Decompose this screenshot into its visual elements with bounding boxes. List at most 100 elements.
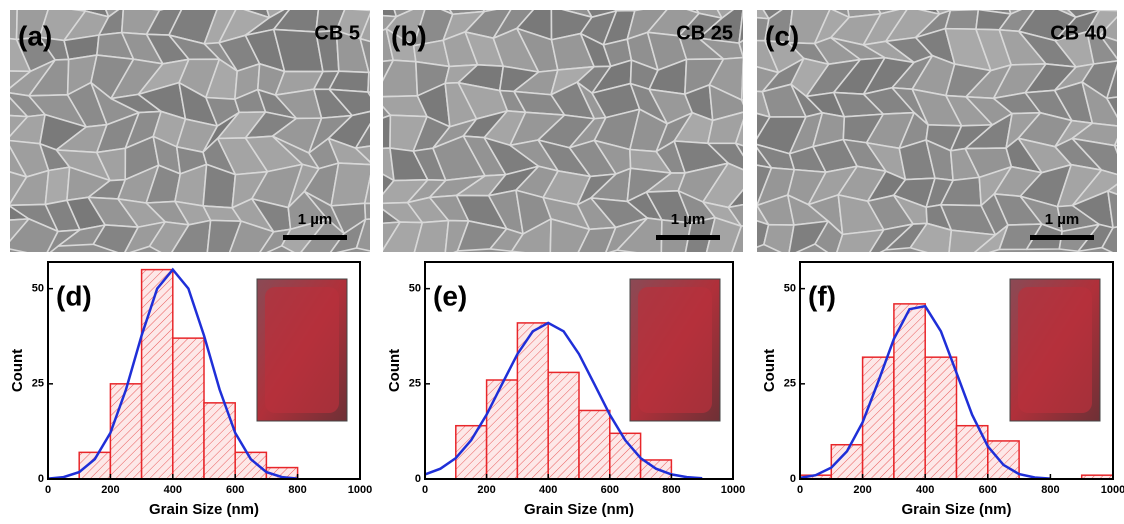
grain: [170, 0, 220, 4]
x-tick-label: 1000: [348, 484, 372, 496]
grain: [1101, 226, 1117, 252]
plot-frame: [424, 261, 734, 480]
sample-label: CB 25: [676, 22, 733, 44]
x-axis-label: Grain Size (nm): [524, 501, 634, 518]
grain: [1107, 190, 1117, 229]
grain: [733, 0, 779, 10]
x-tick-label: 200: [477, 484, 495, 496]
sample-label: CB 40: [1050, 22, 1107, 44]
grain: [949, 10, 980, 12]
grain: [734, 118, 743, 147]
fit-curve: [47, 267, 298, 480]
grain: [1086, 30, 1117, 65]
y-tick-label: 25: [32, 378, 44, 390]
grain: [614, 10, 636, 12]
bar: [578, 409, 611, 480]
grain: [352, 10, 370, 12]
grain: [738, 10, 743, 44]
x-tick-label: 0: [45, 484, 51, 496]
grain: [0, 0, 17, 7]
scale-bar-label: 1 µm: [1045, 211, 1080, 228]
scale-bar: [1030, 235, 1094, 240]
bar: [547, 371, 580, 480]
y-tick-label: 0: [38, 473, 44, 485]
grain: [158, 10, 164, 11]
grain: [367, 71, 370, 93]
grain: [731, 225, 743, 252]
grain: [1106, 96, 1117, 119]
grain: [359, 12, 370, 43]
panel-label: (e): [433, 280, 467, 311]
sem-image: (a) CB 5 1 µm: [0, 0, 370, 252]
panel-label: (d): [56, 280, 92, 311]
grain: [413, 219, 450, 252]
grain: [151, 10, 161, 11]
scale-bar: [283, 235, 347, 240]
plot-frame: [47, 261, 361, 480]
grain: [383, 173, 395, 196]
y-tick-label: 0: [415, 473, 421, 485]
x-tick-label: 400: [164, 484, 182, 496]
bar: [172, 337, 205, 480]
grain: [708, 84, 743, 122]
sem-image: (b) CB 25 1 µm: [383, 0, 779, 252]
grain: [92, 224, 139, 252]
grain: [1081, 81, 1117, 127]
x-tick-label: 0: [422, 484, 428, 496]
x-axis-label: Grain Size (nm): [149, 501, 259, 518]
grain: [763, 223, 795, 252]
grain: [327, 137, 370, 166]
bar: [140, 268, 174, 480]
bar: [924, 356, 958, 480]
grain: [6, 0, 49, 6]
bar: [955, 424, 989, 480]
grain: [203, 0, 238, 7]
grain: [10, 10, 18, 41]
panel-label: (a): [18, 20, 52, 51]
y-tick-label: 50: [32, 283, 44, 295]
sample-label: CB 5: [314, 22, 360, 44]
grain: [1098, 10, 1117, 12]
bar: [455, 424, 488, 480]
x-tick-label: 600: [979, 484, 997, 496]
grain: [1113, 144, 1117, 154]
x-tick-label: 200: [853, 484, 871, 496]
inset-photo-glow: [265, 287, 339, 413]
grain: [273, 0, 319, 6]
y-tick-label: 50: [784, 283, 796, 295]
grain: [1071, 137, 1117, 176]
bar: [203, 402, 236, 480]
grain: [948, 229, 997, 252]
y-axis-label: Count: [386, 349, 403, 392]
inset-photo-glow: [638, 287, 712, 413]
grain: [328, 88, 370, 117]
grain: [698, 37, 743, 60]
bar: [485, 379, 519, 480]
x-tick-label: 200: [101, 484, 119, 496]
grain: [354, 145, 370, 163]
grain: [171, 219, 212, 252]
sem-image: (c) CB 40 1 µm: [757, 10, 1117, 252]
sem-grains: [0, 0, 370, 252]
grain: [1106, 63, 1117, 100]
grain: [354, 122, 370, 149]
sem-grains: [757, 10, 1117, 252]
fit-curve: [799, 304, 1051, 480]
grain: [359, 37, 370, 74]
grain: [1099, 34, 1117, 60]
grain: [383, 221, 424, 252]
y-axis-label: Count: [761, 349, 778, 392]
grain: [516, 0, 551, 7]
grain: [944, 10, 980, 31]
x-tick-label: 400: [916, 484, 934, 496]
grain: [1099, 15, 1117, 42]
grain: [549, 218, 591, 252]
bar: [109, 383, 143, 480]
grain: [363, 174, 370, 205]
grain: [738, 39, 743, 59]
grain: [44, 166, 71, 206]
grain: [616, 217, 663, 252]
grain: [727, 188, 743, 209]
y-tick-label: 25: [784, 378, 796, 390]
grain: [383, 59, 419, 98]
